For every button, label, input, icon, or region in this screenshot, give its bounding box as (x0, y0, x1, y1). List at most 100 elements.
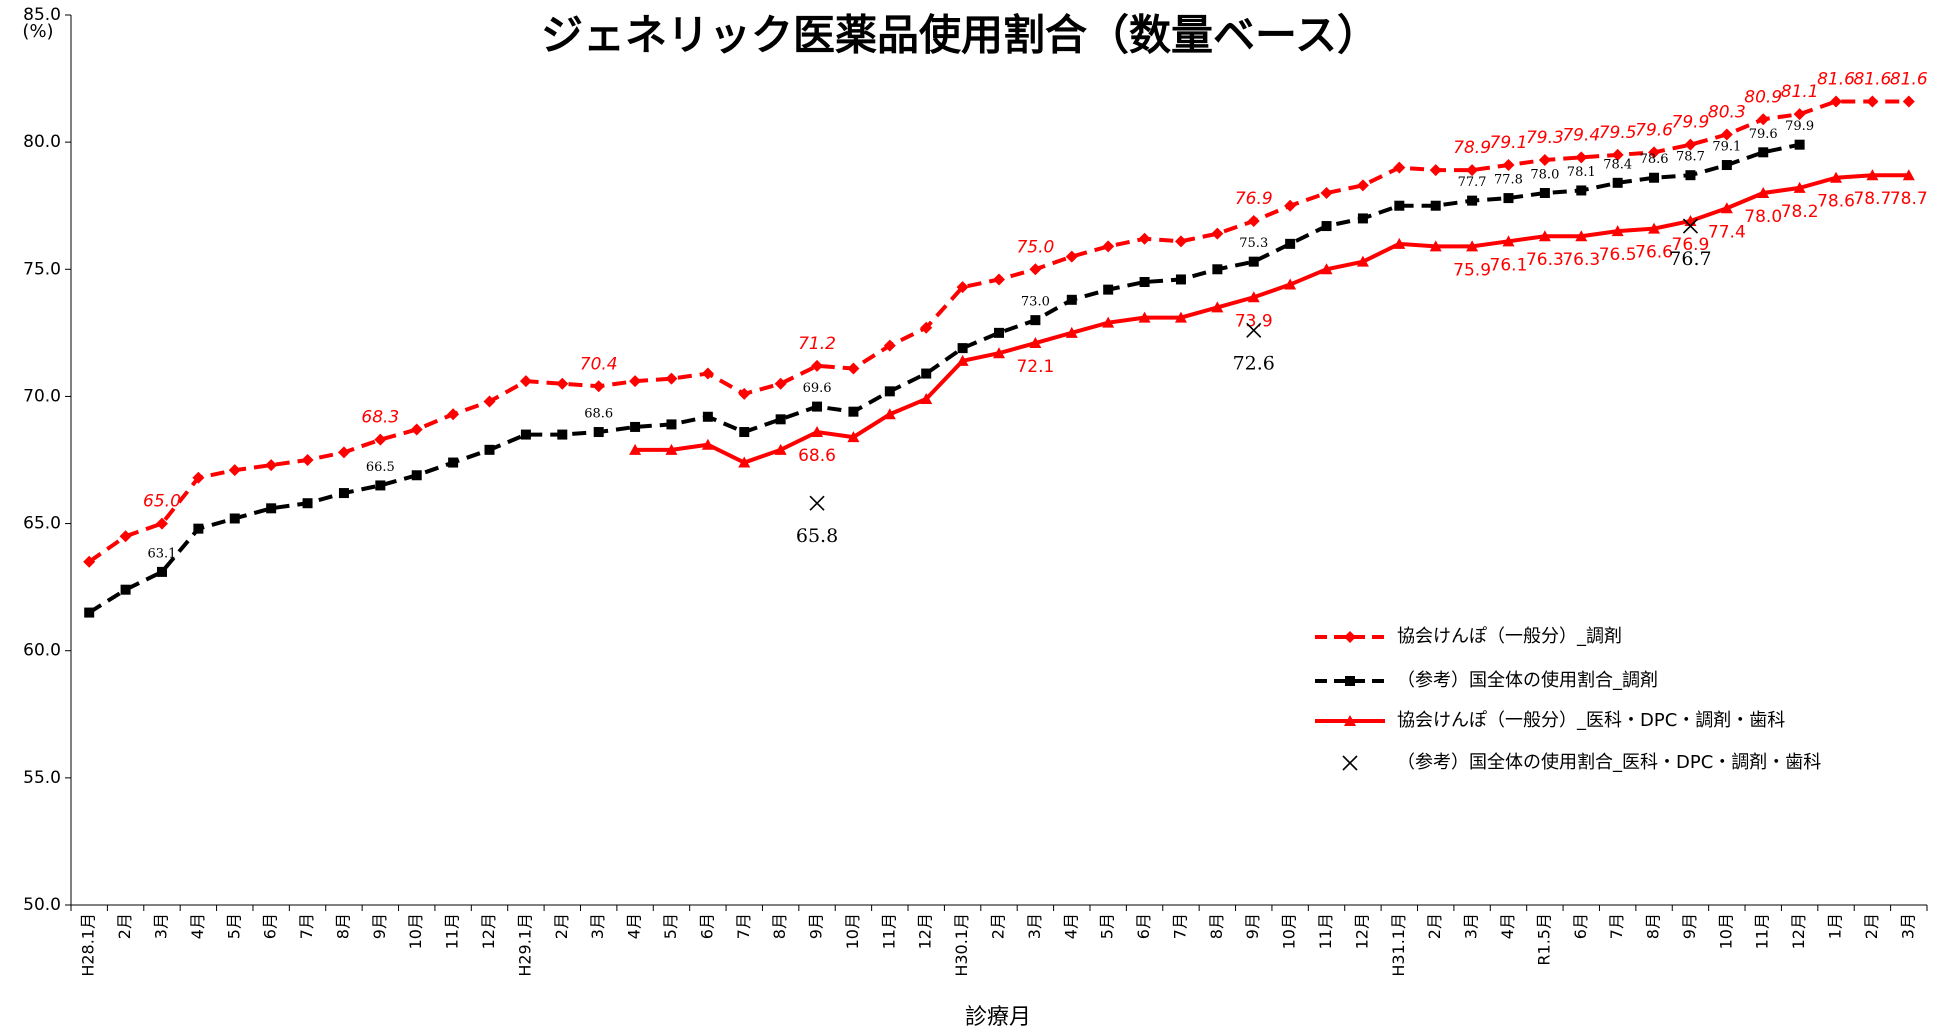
marker (1356, 255, 1369, 267)
data-label: 76.5 (1599, 245, 1637, 265)
x-tick-label: 3月 (588, 913, 607, 939)
legend-item: 協会けんぽ（一般分）_医科・DPC・調剤・歯科 (1315, 710, 1785, 731)
data-label: 78.4 (1603, 157, 1632, 172)
x-tick-label: 9月 (370, 913, 389, 939)
marker (1284, 278, 1297, 290)
marker (629, 443, 642, 455)
marker (1576, 185, 1587, 196)
data-label: 76.1 (1490, 255, 1528, 275)
x-axis-title: 診療月 (965, 1005, 1031, 1030)
marker (774, 443, 787, 455)
marker (1538, 153, 1551, 166)
marker (1029, 263, 1042, 276)
data-label: 73.0 (1021, 295, 1050, 310)
marker (1285, 238, 1296, 249)
marker (1284, 199, 1297, 212)
data-label: 78.6 (1817, 192, 1855, 212)
marker (665, 443, 678, 455)
x-tick-label: 7月 (734, 913, 753, 939)
x-tick-label: 2月 (115, 913, 134, 939)
data-label: 75.3 (1239, 236, 1268, 251)
marker (1429, 240, 1442, 252)
marker (1174, 235, 1187, 248)
marker (1342, 755, 1358, 771)
marker (1502, 159, 1515, 172)
marker (1211, 227, 1224, 240)
data-label: 78.7 (1853, 189, 1891, 209)
marker (411, 470, 422, 481)
marker (1139, 277, 1150, 287)
data-label: 76.6 (1635, 243, 1673, 263)
marker (1757, 187, 1770, 198)
x-tick-label: 4月 (188, 913, 207, 939)
marker (1721, 160, 1732, 171)
marker (1247, 291, 1260, 303)
data-label: 76.7 (1669, 248, 1711, 270)
marker (484, 444, 495, 455)
marker (1248, 256, 1259, 267)
x-tick-label: 6月 (1134, 913, 1153, 939)
data-label: 73.9 (1235, 311, 1273, 331)
marker (1758, 147, 1769, 158)
data-label: 79.6 (1635, 120, 1673, 140)
marker (1066, 294, 1077, 305)
data-label: 77.4 (1708, 222, 1746, 242)
x-tick-label: 10月 (406, 913, 425, 949)
marker (1320, 187, 1333, 199)
x-tick-label: 10月 (1716, 913, 1735, 949)
data-label: 79.9 (1785, 119, 1814, 134)
marker (1466, 240, 1479, 252)
marker (812, 401, 823, 412)
marker (1720, 202, 1733, 214)
marker (701, 367, 714, 380)
x-tick-label: 12月 (1352, 913, 1371, 949)
marker (1065, 250, 1078, 263)
marker (1394, 200, 1405, 211)
chart-title: ジェネリック医薬品使用割合（数量ベース） (541, 11, 1379, 60)
marker (301, 454, 314, 466)
x-tick-label: 11月 (1753, 913, 1772, 949)
marker (120, 584, 131, 595)
x-tick-label: 5月 (1098, 913, 1117, 939)
x-tick-label: 8月 (1207, 913, 1226, 939)
x-tick-label: 3月 (1462, 913, 1481, 939)
x-tick-label: 3月 (151, 913, 170, 939)
marker (1246, 322, 1262, 338)
marker (1357, 213, 1368, 224)
x-tick-label: H30.1月 (952, 913, 971, 977)
marker (630, 421, 641, 432)
marker (993, 273, 1005, 286)
data-label: 78.6 (1640, 152, 1669, 167)
marker (1866, 95, 1879, 108)
data-label: 68.3 (361, 408, 399, 428)
data-label: 71.2 (798, 334, 836, 354)
marker (847, 362, 860, 375)
marker (483, 395, 496, 408)
marker (1344, 715, 1356, 726)
data-label: 72.1 (1016, 357, 1054, 377)
y-tick-label: 60.0 (23, 641, 61, 661)
x-tick-label: 11月 (1316, 913, 1335, 949)
data-label: 75.9 (1453, 260, 1491, 280)
marker (1684, 138, 1697, 151)
data-label: 63.1 (148, 546, 177, 561)
y-tick-label: 50.0 (23, 895, 61, 915)
marker (375, 480, 386, 491)
marker (1138, 311, 1151, 323)
x-tick-label: 1月 (1826, 913, 1845, 939)
marker (1611, 148, 1624, 161)
x-tick-label: 4月 (625, 913, 644, 939)
marker (1138, 232, 1151, 245)
marker (993, 347, 1005, 359)
marker (520, 429, 531, 440)
x-tick-label: 9月 (1680, 913, 1699, 939)
x-tick-label: 5月 (224, 913, 243, 939)
x-tick-label: 2月 (1425, 913, 1444, 939)
data-label: 81.6 (1817, 69, 1855, 89)
x-tick-label: 10月 (1280, 913, 1299, 949)
marker (1102, 316, 1115, 328)
legend-item: （参考）国全体の使用割合_調剤 (1315, 670, 1658, 691)
legend-label: （参考）国全体の使用割合_医科・DPC・調剤・歯科 (1397, 752, 1821, 773)
marker (1393, 161, 1406, 174)
data-label: 78.2 (1781, 202, 1819, 222)
